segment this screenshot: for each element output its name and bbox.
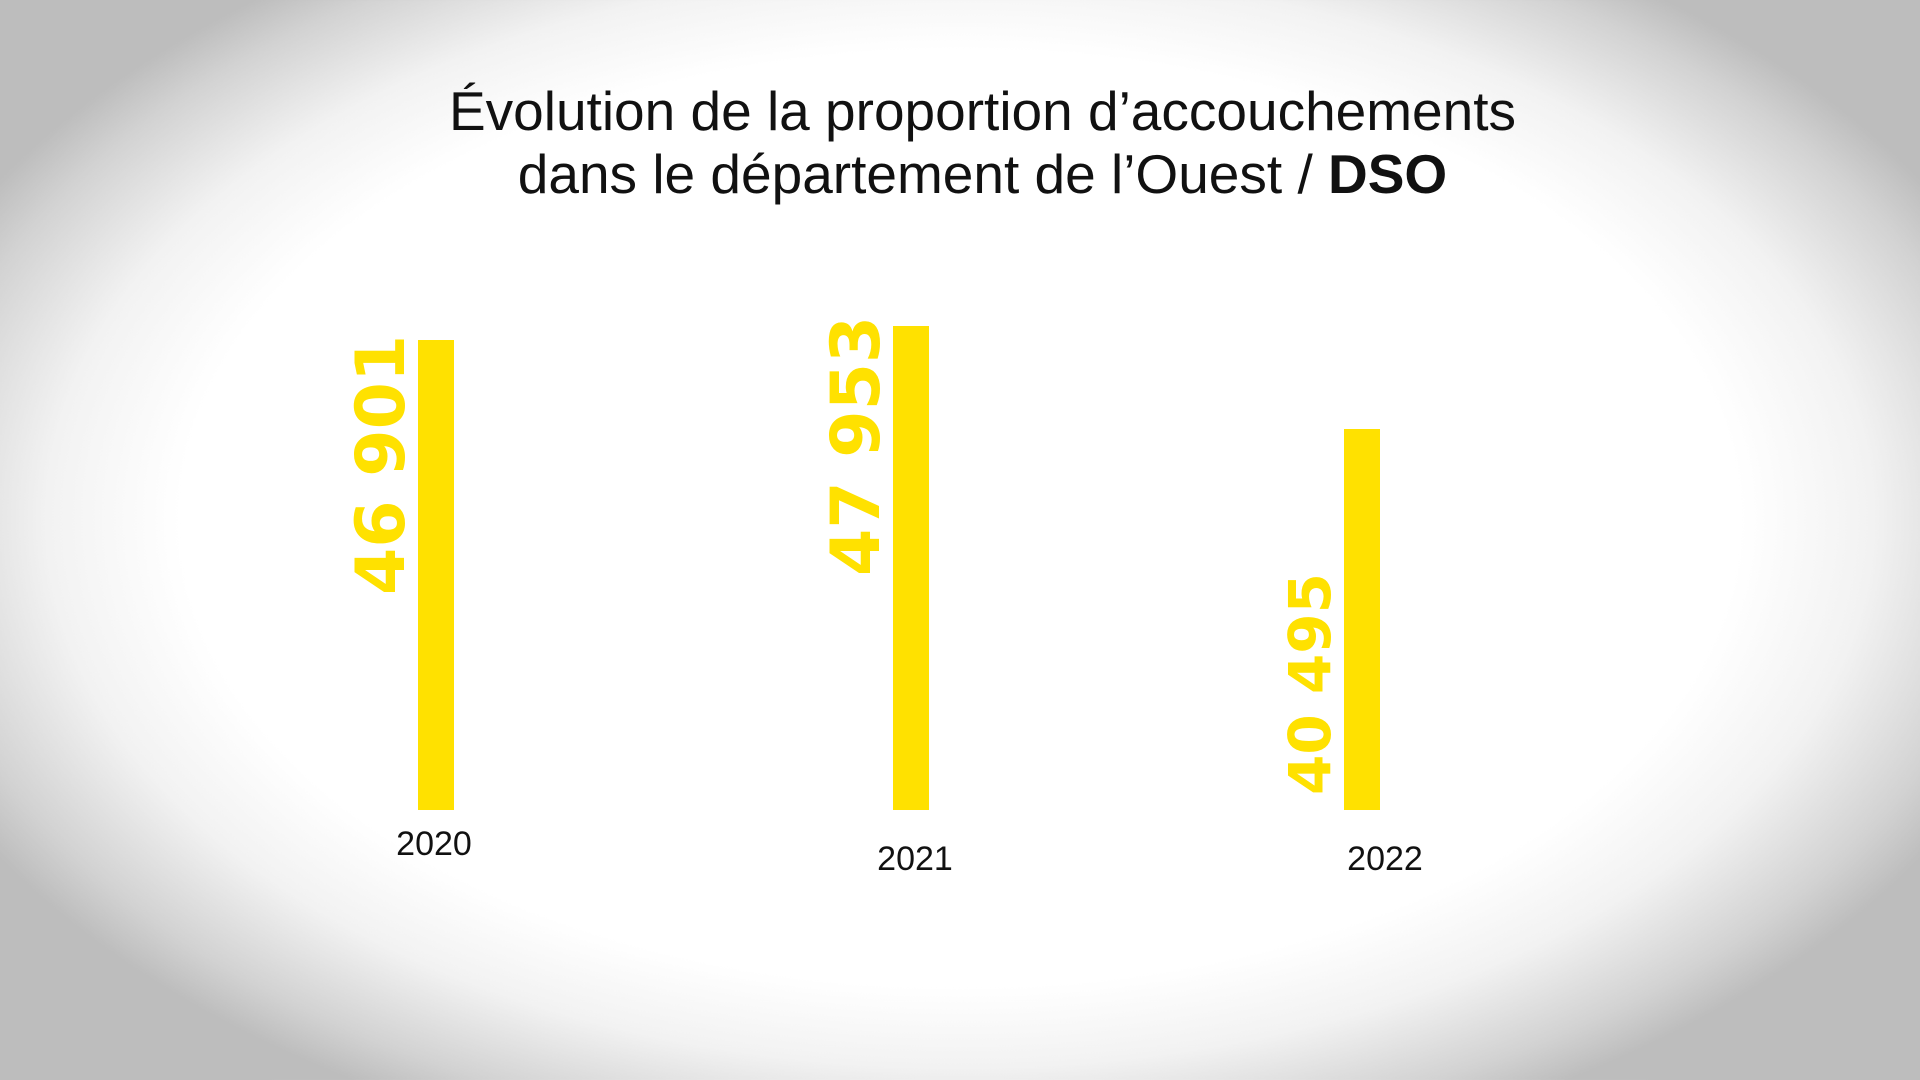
bar-2022 bbox=[1344, 429, 1380, 810]
title-line-2: dans le département de l’Ouest / DSO bbox=[0, 143, 1920, 206]
title-line-2-text: dans le département de l’Ouest / bbox=[517, 143, 1328, 205]
title-line-1: Évolution de la proportion d’accouchemen… bbox=[448, 80, 1517, 142]
value-label-2022: 40 495 bbox=[1276, 573, 1344, 795]
chart-title: Évolution de la proportion d’accouchemen… bbox=[0, 80, 1920, 206]
bar-2020 bbox=[418, 340, 454, 810]
title-dso: DSO bbox=[1328, 143, 1448, 205]
value-label-2020: 46 901 bbox=[342, 335, 421, 595]
year-label-2022: 2022 bbox=[1347, 840, 1423, 878]
value-label-2021: 47 953 bbox=[817, 316, 896, 576]
bar-2021 bbox=[893, 326, 929, 810]
year-label-2020: 2020 bbox=[396, 825, 472, 863]
year-label-2021: 2021 bbox=[877, 840, 953, 878]
